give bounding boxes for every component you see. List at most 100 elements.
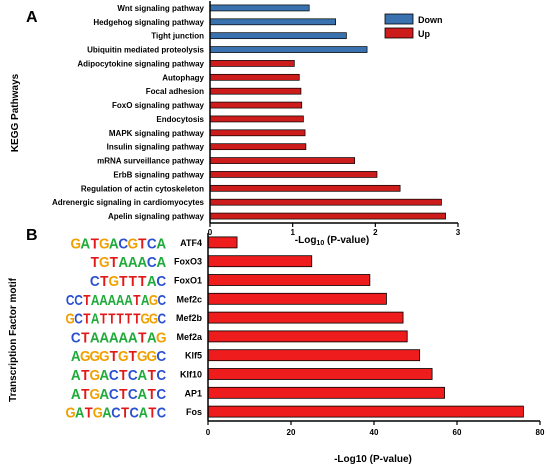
tf-tick-label: 80 [536, 428, 545, 437]
kegg-legend: Down Up [384, 13, 443, 39]
kegg-bar-apelin-signaling-pathway [209, 212, 446, 220]
motif-letter: T [125, 310, 133, 327]
kegg-label-foxo-signaling-pathway: FoxO signaling pathway [112, 101, 205, 110]
motif-letter: G [80, 349, 91, 366]
motif-letter: C [128, 367, 138, 384]
motif-letter: A [71, 367, 81, 384]
tf-label-foxo3: FoxO3 [174, 257, 202, 267]
motif-letter: T [148, 386, 157, 403]
motif-letter: C [147, 255, 157, 272]
motif-letter: A [109, 330, 119, 347]
tf-tick-label: 20 [287, 428, 296, 437]
tf-bar-mef2a [207, 330, 408, 343]
tf-label-klf10: Klf10 [180, 370, 202, 380]
kegg-bar-regulation-of-actin-cytoskeleton [209, 184, 401, 192]
motif-letter: C [71, 330, 81, 347]
motif-letter: C [111, 404, 120, 421]
motif-letter: G [149, 292, 158, 309]
kegg-bar-focal-adhesion [209, 87, 302, 95]
motif-letter: A [128, 330, 138, 347]
tf-bars [207, 236, 524, 418]
motif-letter: A [137, 367, 147, 384]
motif-letter: T [100, 273, 109, 290]
motif-letter: G [65, 404, 75, 421]
legend-label-up: Up [418, 29, 430, 39]
tf-bar-foxo1 [207, 274, 371, 286]
motif-letter: C [128, 386, 138, 403]
motif-letter: T [129, 349, 138, 366]
motif-letter: G [89, 386, 100, 403]
motif-letter: T [83, 292, 91, 309]
motif-letter: T [121, 404, 129, 421]
kegg-y-axis-label: KEGG Pathways [10, 73, 21, 152]
motif-letter: G [99, 255, 110, 272]
motif-letter: C [147, 236, 157, 253]
motif-letter: A [99, 330, 109, 347]
kegg-label-regulation-of-actin-cytoskeleton: Regulation of actin cytoskeleton [81, 184, 204, 193]
tf-bar-fos [207, 405, 524, 418]
kegg-tick-label: 3 [456, 228, 461, 237]
legend-label-down: Down [418, 15, 443, 25]
panel-label-a: A [26, 9, 38, 26]
tf-bar-klf5 [207, 349, 421, 362]
motif-letter: T [81, 386, 90, 403]
tf-label-klf5: Klf5 [185, 351, 202, 361]
motif-letter: T [85, 404, 93, 421]
motif-letter: C [118, 236, 128, 253]
motif-letter: G [146, 349, 157, 366]
motif-letter: T [81, 367, 90, 384]
kegg-label-wnt-signaling-pathway: Wnt signaling pathway [117, 4, 204, 13]
kegg-bar-hedgehog-signaling-pathway [209, 18, 337, 26]
motif-letter: G [108, 273, 119, 290]
motif-letter: A [90, 330, 100, 347]
motif-letter: T [138, 273, 147, 290]
tf-bar-mef2c [207, 292, 387, 305]
motif-letter: C [156, 349, 166, 366]
tf-bar-ap1 [207, 386, 445, 399]
kegg-label-tight-junction: Tight junction [151, 32, 204, 41]
tf-x-ticks: 0 20 40 60 80 [206, 421, 545, 437]
tf-bar-atf4 [207, 236, 238, 249]
kegg-label-endocytosis: Endocytosis [156, 115, 204, 124]
motif-letter: T [129, 273, 138, 290]
motif-letter: T [119, 386, 128, 403]
motif-letter: T [138, 236, 147, 253]
kegg-bar-endocytosis [209, 115, 304, 123]
motif-letter: G [70, 236, 81, 253]
kegg-label-adipocytokine-signaling-pathway: Adipocytokine signaling pathway [77, 59, 204, 68]
motif-letter: T [91, 255, 100, 272]
kegg-bar-erbb-signaling-pathway [209, 171, 378, 178]
motif-letter: T [133, 310, 141, 327]
motif-letter: G [99, 236, 110, 253]
motif-letter: C [90, 273, 100, 290]
kegg-label-adrenergic-signaling-in-cardiomyocytes: Adrenergic signaling in cardiomyocytes [52, 198, 205, 207]
kegg-bar-adrenergic-signaling-in-cardiomyocytes [209, 198, 442, 206]
motif-letter: G [149, 310, 158, 327]
kegg-label-erbb-signaling-pathway: ErbB signaling pathway [113, 170, 204, 179]
motif-letter: G [156, 330, 167, 347]
motif-letter: A [118, 330, 128, 347]
motif-letter: T [83, 310, 91, 327]
tf-label-mef2b: Mef2b [176, 313, 203, 323]
motif-letter: T [148, 404, 156, 421]
motif-letter: C [156, 386, 166, 403]
motif-letter: G [93, 404, 103, 421]
motif-letter: T [117, 310, 125, 327]
kegg-x-axis-label: -Log10 (P-value) [295, 235, 369, 247]
motif-logo-klf5: A GGG T G T GG C [71, 349, 166, 366]
motif-letter: A [71, 349, 81, 366]
motif-letter: C [129, 404, 138, 421]
motif-letter: G [89, 367, 100, 384]
motif-letter: A [141, 292, 150, 309]
tf-label-ap1: AP1 [184, 388, 202, 398]
motif-letter: A [147, 273, 157, 290]
motif-letter: C [66, 292, 75, 309]
motif-letter: T [119, 367, 128, 384]
